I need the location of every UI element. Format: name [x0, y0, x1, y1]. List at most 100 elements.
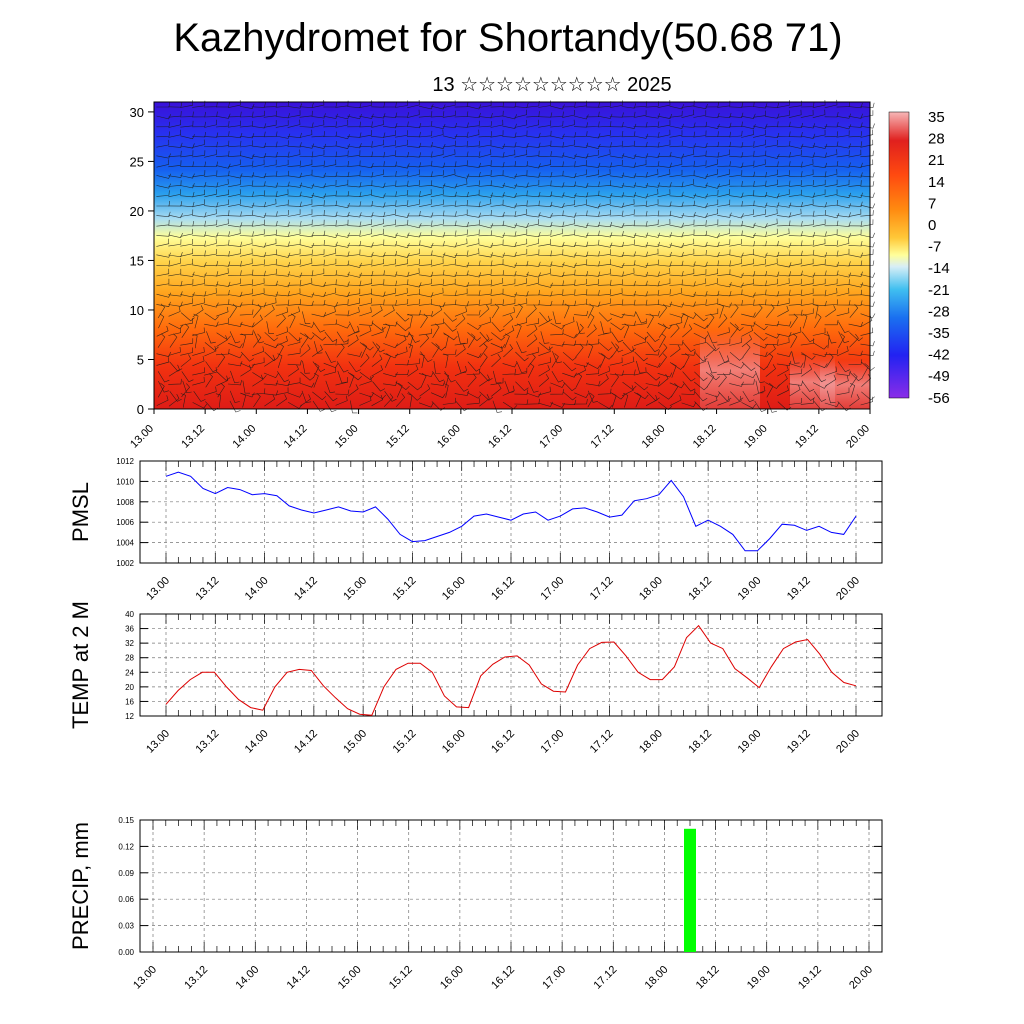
wind-barb [609, 192, 625, 198]
wind-barb [729, 337, 742, 346]
y-tick-label: 0.06 [118, 895, 134, 904]
wind-barb [192, 170, 206, 178]
wind-barb [302, 360, 310, 374]
wind-barb [335, 119, 349, 128]
wind-barb [645, 259, 659, 266]
wind-barb [204, 321, 219, 327]
wind-barb [597, 242, 613, 248]
wind-barb [395, 219, 409, 227]
wind-barb [395, 212, 410, 218]
wind-barb [312, 391, 327, 401]
wind-barb [156, 395, 169, 406]
wind-barb [204, 346, 217, 357]
wind-barb [812, 327, 826, 336]
panel-frame [139, 613, 883, 717]
wind-barb [466, 353, 482, 359]
wind-barb [192, 278, 205, 287]
wind-barb [371, 326, 384, 337]
wind-barb [526, 111, 540, 118]
wind-barb [371, 119, 384, 128]
wind-barb [192, 333, 198, 349]
wind-barb [227, 199, 241, 207]
wind-barb [251, 242, 267, 248]
wind-barb [158, 380, 169, 393]
wind-barb [647, 313, 654, 329]
wind-barb [574, 153, 589, 159]
wind-barb [216, 140, 230, 148]
wind-barb [790, 333, 798, 348]
wind-barb [849, 333, 859, 348]
wind-barb [478, 198, 492, 208]
wind-barb [371, 354, 383, 367]
wind-barb [336, 343, 345, 358]
wind-barb [836, 272, 852, 278]
colorbar-label: 21 [928, 152, 945, 169]
wind-barb [251, 259, 265, 267]
wind-barb [693, 160, 707, 168]
wind-barb [299, 382, 315, 388]
wind-barb [442, 242, 458, 248]
wind-barb [717, 338, 731, 346]
wind-barb [621, 239, 635, 247]
wind-barb [800, 199, 814, 207]
wind-barb [633, 159, 647, 168]
wind-barb [621, 103, 637, 109]
wind-barb [776, 298, 790, 307]
wind-barb [395, 232, 410, 238]
wind-barb [836, 113, 851, 119]
wind-barb [824, 319, 839, 326]
wind-barb [657, 169, 671, 178]
wind-barb [371, 239, 385, 247]
wind-barb [729, 258, 742, 267]
wind-barb [860, 139, 874, 148]
wind-barb [490, 259, 504, 267]
wind-barb [287, 377, 301, 386]
wind-barb [788, 171, 803, 177]
wind-barb [812, 162, 828, 169]
wind-barb [550, 249, 564, 257]
wind-barb [383, 101, 397, 108]
wind-barb [359, 163, 374, 169]
wind-barb [454, 390, 470, 396]
wind-barb [574, 192, 589, 198]
wind-barb [562, 139, 575, 148]
wind-barb [788, 380, 804, 386]
y-tick-label: 1006 [116, 518, 134, 527]
wind-barb [323, 248, 337, 257]
wind-barb [323, 131, 338, 137]
wind-barb [657, 242, 673, 248]
wind-barb [682, 381, 696, 392]
wind-barb [359, 121, 373, 128]
wind-barb [263, 390, 278, 396]
wind-barb [848, 113, 863, 119]
wind-barb [275, 299, 290, 306]
wind-barb [455, 381, 469, 392]
wind-barb [478, 149, 492, 158]
wind-barb [227, 379, 242, 386]
wind-barb [181, 383, 190, 398]
wind-barb [192, 189, 205, 197]
wind-barb [335, 160, 349, 167]
wind-barb [693, 150, 707, 158]
wind-barb [848, 220, 863, 227]
x-tick-label: 18.00 [637, 575, 665, 603]
wind-barb [706, 341, 720, 352]
panel-frame [139, 460, 883, 564]
wind-barb [168, 172, 183, 178]
wind-barb [788, 240, 803, 246]
wind-barb [360, 353, 370, 368]
wind-barb [669, 260, 684, 267]
wind-barb [562, 241, 577, 248]
wind-barb [383, 258, 396, 267]
wind-barb [576, 321, 586, 334]
wind-barb [156, 260, 171, 266]
wind-barb [263, 380, 278, 386]
wind-barb [742, 390, 755, 403]
wind-barb [800, 123, 816, 129]
wind-barb [251, 110, 265, 118]
wind-barb [430, 392, 446, 399]
wind-barb [156, 173, 171, 179]
wind-barb [324, 331, 338, 343]
